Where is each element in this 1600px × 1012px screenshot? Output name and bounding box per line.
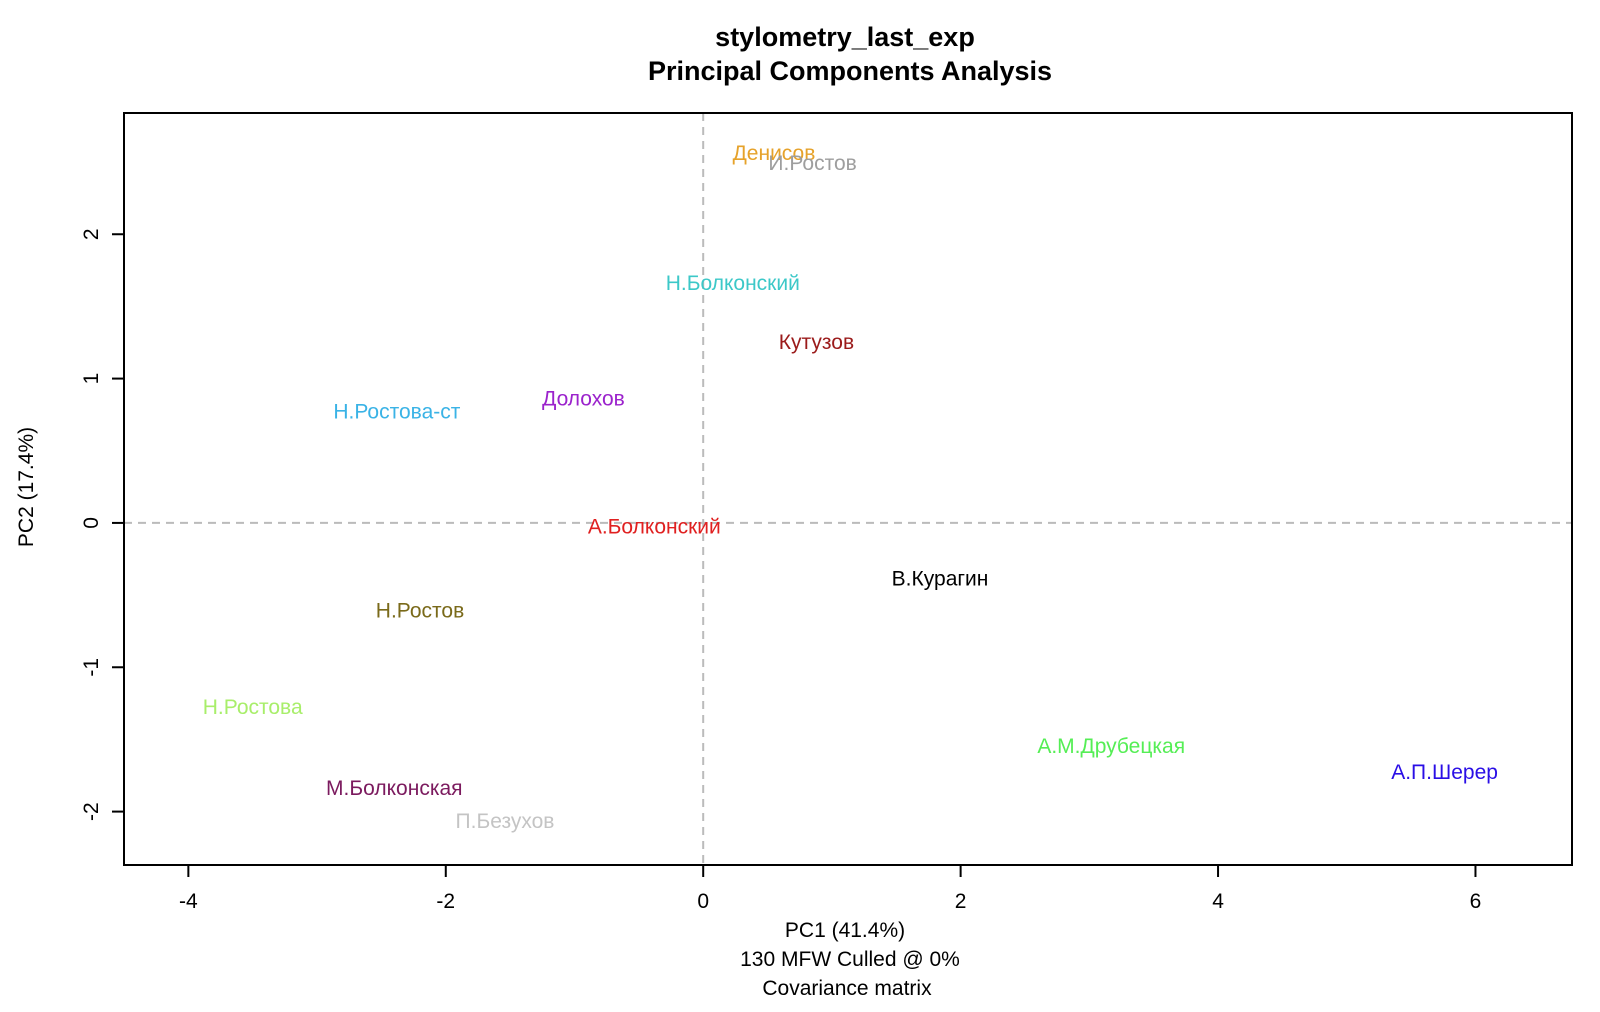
point-label: Н.Ростов — [376, 599, 464, 622]
y-axis: -2 -1 0 1 2 — [80, 228, 125, 821]
y-tick-label: -1 — [80, 658, 103, 677]
y-tick-label: -2 — [80, 802, 103, 821]
y-axis-title: PC2 (17.4%) — [15, 427, 38, 547]
y-tick-label: 2 — [80, 228, 103, 240]
point-label: А.Болконский — [588, 516, 721, 539]
x-tick-label: -4 — [179, 890, 198, 913]
point-label: Денисов — [733, 142, 816, 165]
point-label: Кутузов — [779, 331, 854, 354]
point-label: Долохов — [542, 387, 625, 410]
x-axis-subtitle-mfw: 130 MFW Culled @ 0% — [740, 948, 960, 971]
point-label: А.М.Друбецкая — [1037, 735, 1185, 758]
chart-subtitle: Principal Components Analysis — [648, 56, 1052, 86]
reference-lines — [124, 113, 1572, 865]
x-axis-title: PC1 (41.4%) — [785, 919, 905, 942]
x-tick-label: -2 — [436, 890, 455, 913]
point-label: Н.Ростова-ст — [333, 400, 460, 423]
x-tick-label: 2 — [955, 890, 967, 913]
point-label: А.П.Шерер — [1391, 761, 1498, 784]
point-label: Н.Болконский — [666, 272, 800, 295]
x-tick-label: 6 — [1470, 890, 1482, 913]
x-tick-label: 0 — [697, 890, 709, 913]
point-label: И.Ростов — [768, 152, 856, 175]
point-label: П.Безухов — [456, 810, 555, 833]
point-label: Н.Ростова — [203, 696, 303, 719]
x-tick-label: 4 — [1212, 890, 1224, 913]
y-tick-label: 0 — [80, 517, 103, 529]
point-label: В.Курагин — [892, 568, 989, 591]
point-label: М.Болконская — [326, 777, 462, 800]
x-axis: -4 -2 0 2 4 6 — [179, 864, 1482, 913]
y-tick-label: 1 — [80, 373, 103, 385]
chart-title: stylometry_last_exp — [715, 22, 975, 52]
x-axis-subtitle-matrix: Covariance matrix — [762, 977, 932, 1000]
